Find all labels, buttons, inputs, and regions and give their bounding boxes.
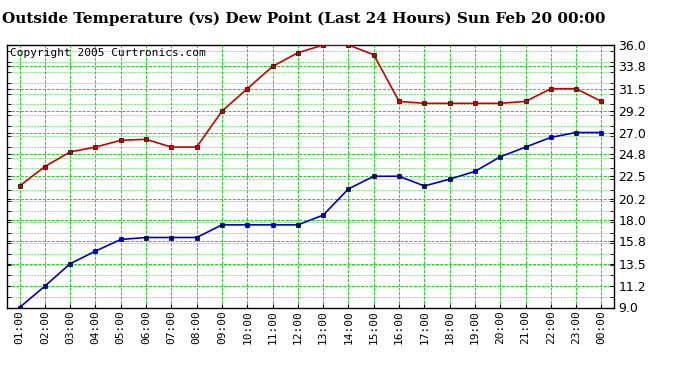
Text: Copyright 2005 Curtronics.com: Copyright 2005 Curtronics.com: [10, 48, 206, 58]
Text: Outside Temperature (vs) Dew Point (Last 24 Hours) Sun Feb 20 00:00: Outside Temperature (vs) Dew Point (Last…: [2, 11, 605, 26]
